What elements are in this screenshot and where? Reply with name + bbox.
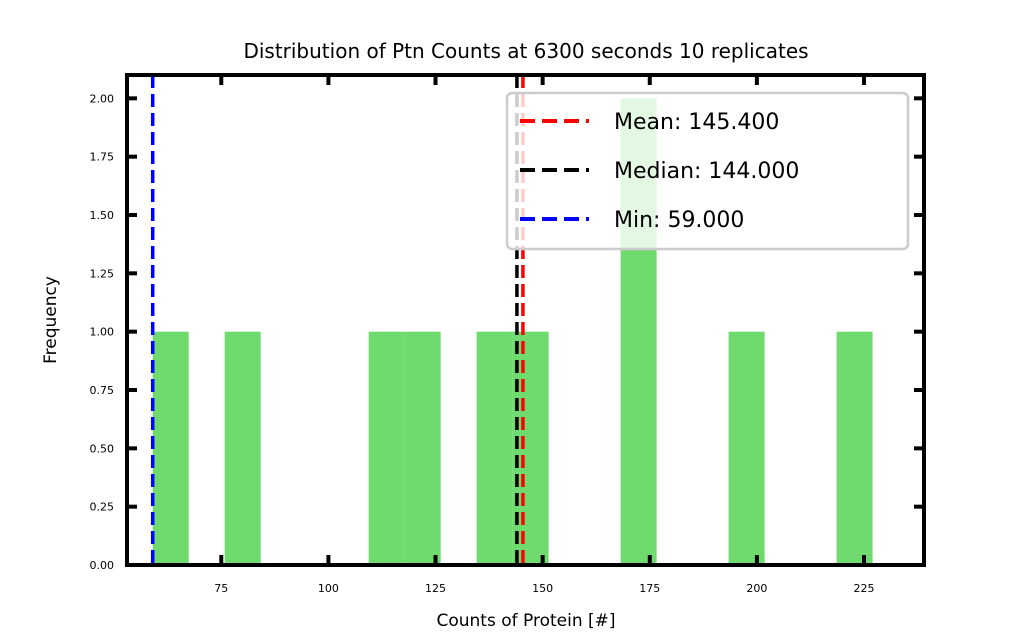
y-tick-label-4: 1.00 [90,326,115,339]
y-tick-label-6: 1.50 [90,209,115,222]
ticks-layer: 75 100 125 150 175 200 225 0.00 0.25 0.50 0.75 1.00… [90,75,924,595]
y-tick-label-5: 1.25 [90,267,115,280]
y-tick-label-7: 1.75 [90,151,115,164]
legend-entry-1: Median: 144.000 [614,159,799,184]
x-tick-label-1: 100 [318,582,339,595]
histogram-bar-0 [152,331,189,565]
histogram-bar-7 [728,331,765,565]
legend-box [505,91,910,251]
reference-lines-layer [150,75,525,565]
y-tick-label-8: 2.00 [90,92,115,105]
x-tick-label-3: 150 [532,582,553,595]
histogram-bar-1 [224,331,261,565]
histogram-bar-2 [368,331,405,565]
y-tick-label-2: 0.50 [90,442,115,455]
y-axis-label: Frequency [41,276,61,364]
x-tick-label-6: 225 [854,582,875,595]
x-tick-label-2: 125 [425,582,446,595]
y-tick-label-0: 0.00 [90,559,115,572]
bars-layer [152,98,873,565]
legend-entry-0: Mean: 145.400 [614,110,779,135]
x-tick-label-5: 200 [746,582,767,595]
x-axis-label: Counts of Protein [#] [436,611,615,631]
x-tick-label-4: 175 [639,582,660,595]
legend-entry-2: Min: 59.000 [614,208,744,233]
y-tick-label-3: 0.75 [90,384,115,397]
y-tick-label-1: 0.25 [90,501,115,514]
legend: Mean: 145.400 Median: 144.000 Min: 59.000 [505,91,910,251]
x-tick-label-0: 75 [214,582,228,595]
histogram-bar-3 [404,331,441,565]
plot-frame [125,73,926,567]
histogram-bar-4 [476,331,513,565]
chart-title: Distribution of Ptn Counts at 6300 secon… [243,39,808,63]
histogram-bar-8 [836,331,873,565]
